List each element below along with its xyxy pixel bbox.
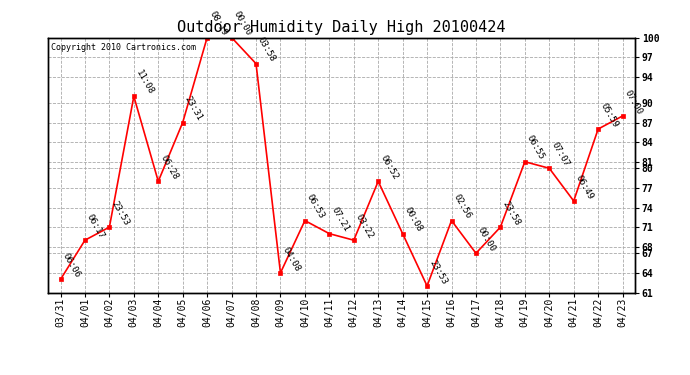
Text: 06:06: 06:06 bbox=[61, 252, 81, 279]
Text: 03:22: 03:22 bbox=[354, 212, 375, 240]
Text: 07:07: 07:07 bbox=[549, 141, 571, 168]
Text: 06:49: 06:49 bbox=[573, 173, 595, 201]
Text: 23:58: 23:58 bbox=[500, 200, 522, 227]
Text: 00:08: 00:08 bbox=[403, 206, 424, 234]
Text: 05:59: 05:59 bbox=[598, 101, 620, 129]
Text: 06:52: 06:52 bbox=[378, 154, 400, 182]
Text: 00:00: 00:00 bbox=[476, 225, 497, 253]
Text: 04:08: 04:08 bbox=[280, 245, 302, 273]
Text: Copyright 2010 Cartronics.com: Copyright 2010 Cartronics.com bbox=[51, 43, 196, 52]
Text: 07:00: 07:00 bbox=[622, 88, 644, 116]
Text: 06:28: 06:28 bbox=[158, 154, 179, 182]
Title: Outdoor Humidity Daily High 20100424: Outdoor Humidity Daily High 20100424 bbox=[177, 20, 506, 35]
Text: 08:19: 08:19 bbox=[207, 10, 228, 38]
Text: 00:00: 00:00 bbox=[232, 10, 253, 38]
Text: 23:53: 23:53 bbox=[427, 258, 449, 286]
Text: 07:21: 07:21 bbox=[329, 206, 351, 234]
Text: 03:58: 03:58 bbox=[256, 36, 277, 64]
Text: 23:31: 23:31 bbox=[183, 95, 204, 123]
Text: 06:55: 06:55 bbox=[525, 134, 546, 162]
Text: 06:53: 06:53 bbox=[305, 193, 326, 220]
Text: 02:56: 02:56 bbox=[451, 193, 473, 220]
Text: 06:17: 06:17 bbox=[85, 212, 106, 240]
Text: 23:53: 23:53 bbox=[110, 200, 130, 227]
Text: 11:08: 11:08 bbox=[134, 69, 155, 96]
